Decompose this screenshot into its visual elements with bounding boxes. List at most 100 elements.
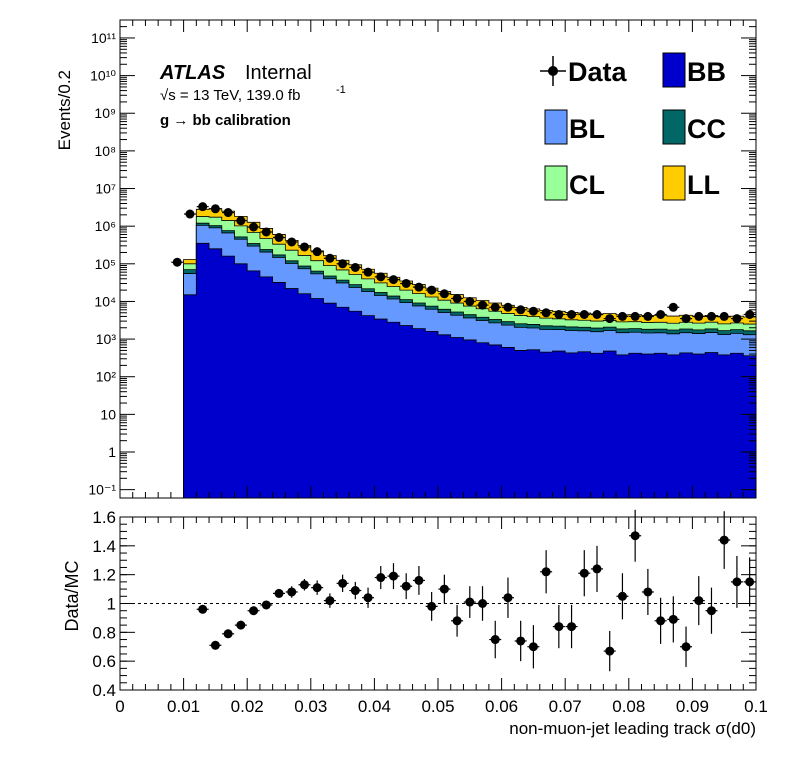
data-point <box>490 302 500 312</box>
ratio-point <box>350 586 360 596</box>
data-point <box>465 296 475 306</box>
y-tick-label: 10² <box>96 369 117 385</box>
data-point <box>439 289 449 299</box>
data-point <box>210 204 220 214</box>
data-point <box>694 311 704 321</box>
ratio-point <box>541 567 551 577</box>
legend-swatch-cl <box>544 165 568 201</box>
ratio-point <box>274 588 284 598</box>
y-axis-label: Events/0.2 <box>55 70 74 150</box>
y-tick-label: 10 <box>100 406 116 422</box>
stack-bb <box>183 242 757 499</box>
ratio-y-tick-label: 1.4 <box>92 537 116 556</box>
data-point <box>554 309 564 319</box>
legend-entry-cc: CC <box>662 109 726 145</box>
ratio-point <box>668 614 678 624</box>
data-point <box>503 302 513 312</box>
legend-entry-ll: LL <box>662 165 720 201</box>
ratio-point <box>325 596 335 606</box>
ratio-y-tick-label: 1.6 <box>92 508 116 527</box>
legend-entry-bl: BL <box>544 109 605 145</box>
data-points <box>171 202 756 324</box>
x-axis-label: non-muon-jet leading track σ(d0) <box>509 719 756 738</box>
legend-label-bl: BL <box>569 114 605 144</box>
legend-swatch-bb <box>662 52 686 88</box>
ratio-y-axis-label: Data/MC <box>62 560 82 631</box>
legend-label-cl: CL <box>569 170 605 200</box>
data-point <box>325 253 335 263</box>
legend-entry-data: Data <box>540 56 628 87</box>
data-point <box>605 314 615 324</box>
ratio-point <box>694 596 704 606</box>
data-point <box>388 275 398 285</box>
data-point <box>516 305 526 315</box>
energy-lumi-label: √s = 13 TeV, 139.0 fb <box>160 87 300 104</box>
x-tick-label: 0.07 <box>549 697 582 716</box>
ratio-point <box>249 606 259 616</box>
stacked-histogram <box>183 208 757 499</box>
lumi-exponent: -1 <box>336 84 346 96</box>
legend: Data BB BL CC CL LL <box>540 52 726 201</box>
legend-label-ll: LL <box>687 170 720 200</box>
legend-swatch-bl <box>544 109 568 145</box>
y-tick-label: 10⁵ <box>95 256 116 272</box>
data-point <box>719 311 729 321</box>
data-point <box>299 242 309 252</box>
data-point <box>592 309 602 319</box>
data-point <box>706 311 716 321</box>
x-tick-label: 0.06 <box>485 697 518 716</box>
selection-label: g → bb calibration <box>160 112 291 129</box>
ratio-point <box>732 577 742 587</box>
y-tick-label: 10³ <box>96 331 117 347</box>
data-point <box>528 306 538 316</box>
ratio-point <box>287 587 297 597</box>
ratio-point <box>465 597 475 607</box>
data-point <box>312 247 322 257</box>
data-point <box>414 282 424 292</box>
status-label: Internal <box>245 62 312 84</box>
ratio-point <box>376 573 386 583</box>
data-point <box>376 272 386 282</box>
x-tick-label: 0.01 <box>167 697 200 716</box>
ratio-point <box>478 599 488 608</box>
data-point <box>363 267 373 277</box>
ratio-point <box>617 591 627 601</box>
y-tick-label: 1 <box>108 444 116 460</box>
data-point <box>261 227 271 237</box>
data-point <box>668 302 678 312</box>
legend-label-bb: BB <box>687 57 726 87</box>
ratio-point <box>299 580 309 590</box>
data-point <box>185 209 195 219</box>
data-point <box>287 237 297 247</box>
data-point <box>427 285 437 295</box>
data-point <box>274 232 284 242</box>
data-point <box>579 309 589 319</box>
y-tick-label: 10⁻¹ <box>88 482 116 498</box>
legend-swatch-ll <box>662 165 686 201</box>
ratio-point <box>414 575 424 585</box>
x-tick-label: 0.02 <box>231 697 264 716</box>
data-point <box>338 259 348 269</box>
data-point <box>617 311 627 321</box>
data-point <box>198 202 208 212</box>
x-tick-label: 0 <box>115 697 124 716</box>
y-tick-label: 10¹⁰ <box>90 68 116 84</box>
ratio-point <box>503 593 513 603</box>
legend-entry-cl: CL <box>544 165 605 201</box>
ratio-point <box>490 635 500 645</box>
ratio-point <box>554 622 564 632</box>
data-point <box>478 300 488 310</box>
ratio-point <box>261 600 271 610</box>
data-point <box>236 216 246 226</box>
y-tick-label: 10¹¹ <box>91 30 116 46</box>
ratio-point <box>656 616 666 626</box>
ratio-point <box>567 622 577 632</box>
ratio-points <box>196 509 756 672</box>
ratio-point <box>223 629 233 639</box>
upper-y-axis: 10⁻¹ 1 10 10² 10³ 10⁴ 10⁵ 10⁶ 10⁷ 10⁸ 10⁹ 10¹⁰ 10¹¹ <box>88 19 757 498</box>
ratio-point <box>605 646 615 656</box>
data-point <box>249 222 259 232</box>
data-point <box>452 293 462 303</box>
ratio-y-tick-label: 0.4 <box>92 681 116 700</box>
